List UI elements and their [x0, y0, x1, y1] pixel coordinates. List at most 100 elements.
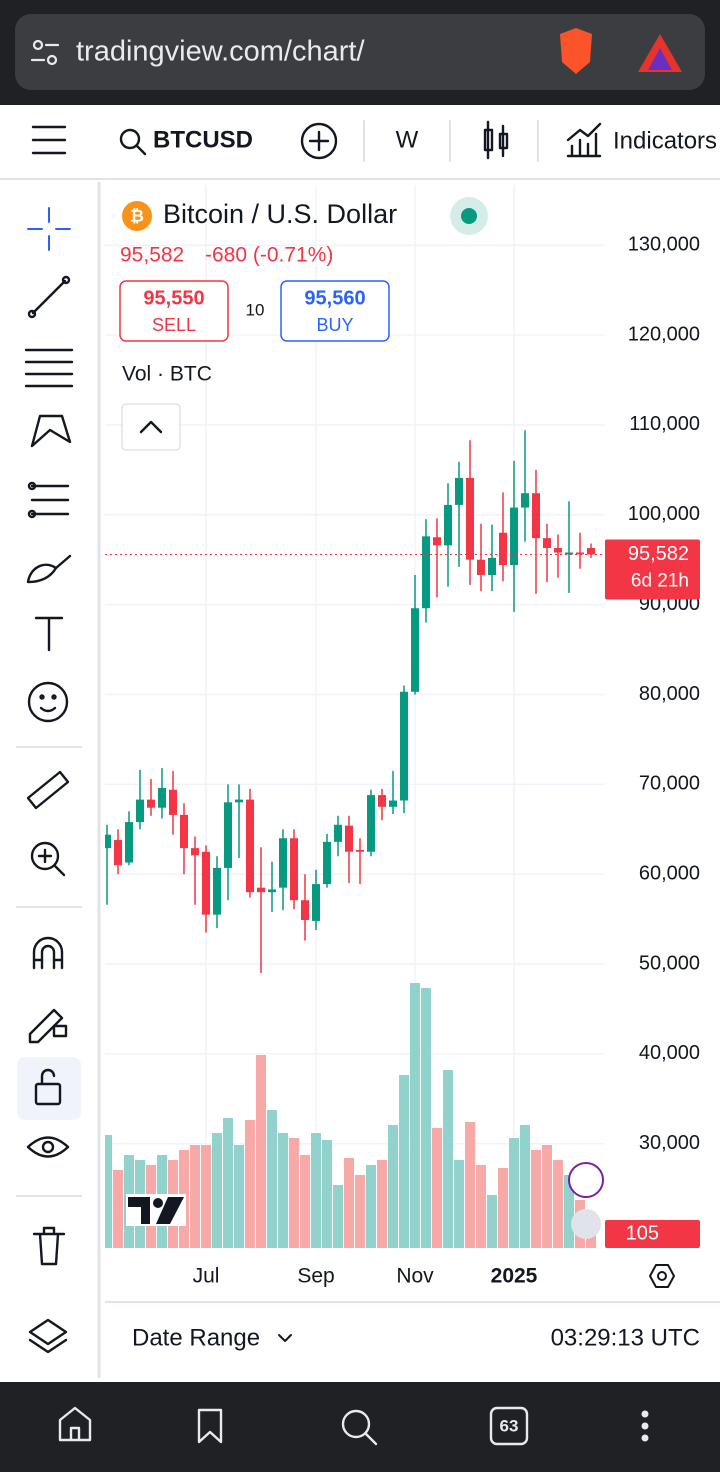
volume-bar — [542, 1145, 552, 1248]
rewards-icon-inner — [648, 48, 672, 70]
volume-bar — [564, 1175, 574, 1248]
bookmarks-button[interactable] — [197, 1408, 223, 1444]
tabs-button[interactable] — [489, 1406, 529, 1446]
price-change: -680 (-0.71%) — [205, 244, 333, 267]
candle-body — [521, 493, 529, 508]
market-status-dot — [461, 208, 477, 224]
compare-button[interactable] — [300, 122, 338, 160]
volume-bar — [432, 1128, 442, 1248]
volume-bar — [553, 1160, 563, 1248]
candle-body — [532, 493, 540, 539]
countdown: 6d 21h — [631, 570, 689, 591]
menu-button[interactable] — [31, 125, 67, 155]
interval[interactable]: W — [396, 126, 419, 153]
volume-bar — [267, 1110, 277, 1248]
buy-price: 95,560 — [304, 287, 365, 309]
text-tool[interactable] — [34, 616, 64, 652]
x-tick-label: 2025 — [491, 1265, 538, 1288]
symbol-title: Bitcoin / U.S. Dollar — [163, 199, 397, 229]
url[interactable]: tradingview.com/chart/ — [76, 36, 365, 68]
candle-body — [105, 834, 111, 849]
visibility-tool[interactable] — [26, 1136, 70, 1158]
candle-body — [246, 799, 254, 893]
buy-button[interactable] — [280, 280, 390, 342]
search-icon[interactable] — [119, 128, 147, 156]
symbol[interactable]: BTCUSD — [153, 126, 253, 153]
date-range[interactable]: Date Range — [132, 1324, 260, 1351]
last-price-badge — [605, 539, 700, 600]
volume-bar — [410, 983, 420, 1248]
volume-bar — [289, 1138, 299, 1248]
volume-bar — [333, 1185, 343, 1248]
volume-bar — [399, 1075, 409, 1248]
candle-body — [345, 825, 353, 852]
candle-body — [367, 795, 375, 852]
prediction-tool[interactable] — [27, 481, 70, 519]
volume-bar — [311, 1133, 321, 1248]
chart-type-button[interactable] — [483, 120, 509, 160]
tv-logo — [126, 1194, 186, 1226]
candle-body — [433, 537, 441, 546]
x-tick-label: Sep — [297, 1265, 334, 1288]
candle-body — [279, 838, 287, 888]
brave-icon[interactable] — [560, 28, 592, 74]
delete-tool[interactable] — [32, 1226, 66, 1266]
layers-tool[interactable] — [28, 1318, 68, 1354]
ruler-tool[interactable] — [26, 770, 70, 810]
lock-button-bg[interactable] — [17, 1057, 81, 1120]
candle-body — [455, 477, 463, 505]
sell-price: 95,550 — [143, 287, 204, 309]
search-button[interactable] — [341, 1409, 378, 1446]
indicators-icon[interactable] — [566, 122, 602, 158]
volume-bar — [355, 1175, 365, 1248]
zoom-tool[interactable] — [30, 841, 66, 877]
y-tick-label: 40,000 — [639, 1042, 700, 1064]
site-icon[interactable] — [30, 39, 60, 66]
collapse-legend[interactable] — [121, 403, 181, 451]
alert-icon[interactable] — [568, 1162, 604, 1198]
toolbar — [0, 105, 720, 180]
lock-drawing-tool[interactable] — [28, 1008, 68, 1044]
url-pill[interactable] — [15, 14, 705, 90]
volume-bar — [366, 1165, 376, 1248]
volume-bar — [465, 1122, 475, 1248]
bottom-nav — [0, 1382, 720, 1472]
volume-bar — [201, 1145, 211, 1248]
candle-body — [125, 822, 133, 863]
candle-body — [510, 507, 518, 566]
volume-bar — [344, 1158, 354, 1248]
y-tick-label: 30,000 — [639, 1132, 700, 1154]
volume-bar — [322, 1140, 332, 1248]
emoji-tool[interactable] — [27, 681, 69, 723]
candle-body — [312, 884, 320, 921]
crosshair-tool[interactable] — [27, 207, 71, 251]
lock-tool[interactable] — [34, 1068, 62, 1106]
magnet-tool[interactable] — [32, 936, 64, 970]
y-tick-label: 70,000 — [639, 773, 700, 795]
candle-body — [565, 552, 573, 555]
pattern-tool[interactable] — [30, 414, 72, 448]
candle-body — [411, 608, 419, 692]
trend-line-tool[interactable] — [27, 275, 71, 319]
indicators[interactable]: Indicators — [613, 127, 717, 154]
y-tick-label: 80,000 — [639, 683, 700, 705]
fib-tool[interactable] — [24, 348, 74, 388]
volume-bar — [476, 1165, 486, 1248]
volume-legend: Vol · BTC — [122, 363, 212, 386]
home-button[interactable] — [58, 1406, 92, 1442]
candle-body — [158, 787, 166, 808]
settings-icon[interactable] — [649, 1264, 675, 1288]
chevron-up — [139, 420, 163, 434]
candle-body — [587, 548, 595, 555]
volume-bar — [454, 1160, 464, 1248]
more-button[interactable] — [641, 1410, 649, 1442]
chevron-down — [278, 1334, 292, 1342]
brush-tool[interactable] — [26, 554, 72, 584]
flag-icon[interactable] — [571, 1209, 601, 1239]
sell-button[interactable] — [119, 280, 229, 342]
candle-body — [499, 532, 507, 566]
candle-body — [202, 851, 210, 915]
x-tick-label: Jul — [193, 1265, 220, 1288]
last-price-label: 95,582 — [628, 543, 689, 565]
candle-body — [235, 799, 243, 803]
